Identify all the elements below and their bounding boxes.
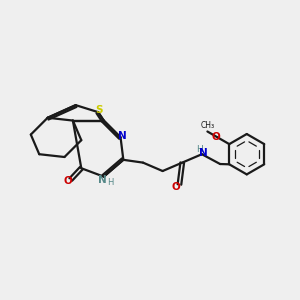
Text: O: O bbox=[212, 132, 220, 142]
Text: S: S bbox=[95, 105, 103, 115]
Text: O: O bbox=[172, 182, 181, 192]
Text: N: N bbox=[199, 148, 208, 158]
Text: N: N bbox=[98, 175, 107, 185]
Text: O: O bbox=[64, 176, 72, 186]
Text: CH₃: CH₃ bbox=[200, 121, 214, 130]
Text: H: H bbox=[196, 145, 203, 154]
Text: N: N bbox=[118, 131, 127, 141]
Text: H: H bbox=[107, 178, 113, 187]
